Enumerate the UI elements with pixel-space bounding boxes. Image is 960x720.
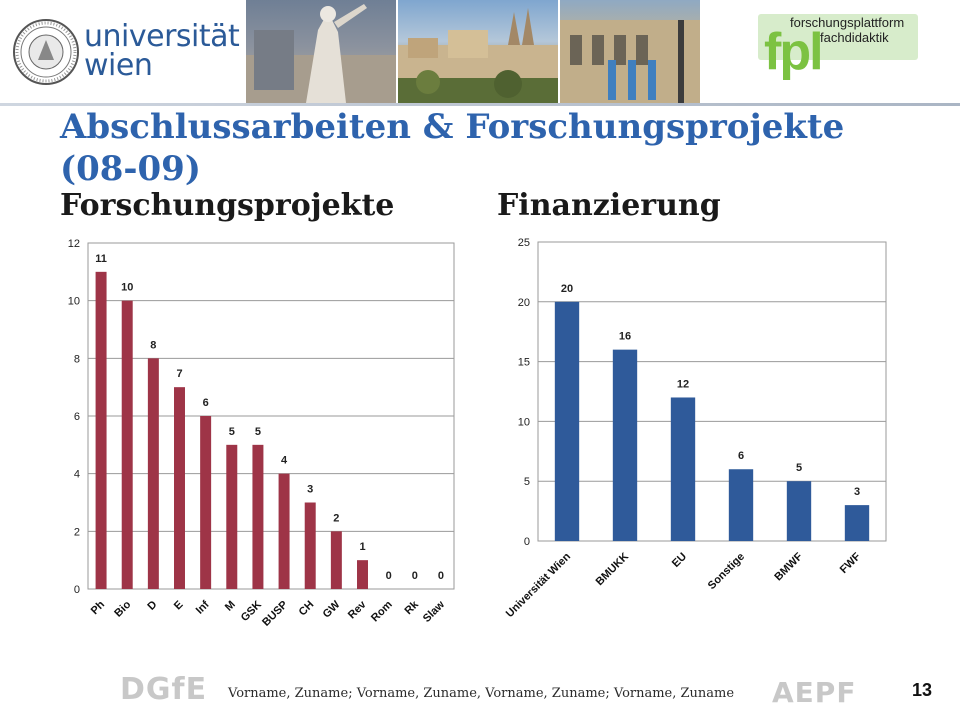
projects-data-label: 2	[333, 512, 339, 524]
projects-y-tick-label: 12	[68, 238, 80, 250]
university-building-photo	[560, 0, 700, 103]
projects-category-label: Slaw	[421, 598, 448, 625]
projects-y-tick-label: 6	[74, 411, 80, 423]
projects-category-label: GW	[321, 598, 343, 620]
funding-data-label: 12	[677, 378, 689, 390]
projects-category-label: Rk	[402, 598, 421, 617]
platform-logo-subtitle: fachdidaktik	[820, 30, 889, 45]
funding-bar	[670, 397, 696, 541]
research-projects-chart: 0 2 4 6 8 10 12 11 Ph 10 Bio 8 D 7 E 6 Inf 5 M 5 GSK 4 BUSP 3 CH…	[50, 230, 470, 640]
funding-chart-svg: 0 5 10 15 20 25 20 Universität Wien 16 BMUKK 12 EU 6…	[504, 237, 887, 620]
projects-data-label: 6	[203, 397, 209, 409]
projects-category-label: Ph	[89, 598, 108, 617]
platform-logo	[758, 14, 918, 84]
projects-y-tick-label: 10	[68, 296, 80, 308]
projects-bar	[226, 444, 238, 589]
projects-data-label: 8	[150, 339, 156, 351]
funding-y-tick-label: 25	[518, 237, 530, 249]
dgfe-logo: DGfE	[120, 672, 208, 707]
funding-y-tick-label: 0	[524, 536, 530, 548]
projects-category-label: M	[223, 599, 238, 614]
projects-bar	[147, 358, 159, 589]
projects-data-label: 4	[281, 455, 288, 467]
research-projects-chart-svg: 02468101211Ph10Bio8D7E6Inf5M5GSK4BUSP3CH…	[68, 238, 455, 629]
left-chart-heading: Forschungsprojekte	[60, 188, 395, 223]
projects-category-label: Rev	[346, 598, 369, 621]
funding-y-tick-label: 5	[524, 476, 530, 488]
projects-category-label: E	[172, 599, 186, 613]
funding-bar	[786, 481, 812, 541]
projects-category-label: Bio	[112, 598, 133, 619]
right-chart-heading: Finanzierung	[497, 188, 721, 223]
projects-bar	[174, 387, 185, 589]
projects-data-label: 5	[229, 426, 235, 438]
projects-bar	[330, 531, 342, 589]
funding-data-label: 6	[738, 450, 744, 462]
projects-y-tick-label: 4	[74, 469, 80, 481]
statue-photo	[246, 0, 396, 103]
projects-category-label: D	[145, 599, 159, 613]
projects-category-label: CH	[297, 599, 317, 619]
projects-data-label: 1	[359, 541, 365, 553]
page-number: 13	[912, 680, 933, 700]
university-seal-icon	[13, 19, 79, 85]
projects-bar	[252, 444, 264, 589]
projects-category-label: Rom	[369, 598, 395, 624]
footer-author-names: Vorname, Zuname; Vorname, Zuname, Vornam…	[228, 686, 735, 701]
funding-category-label: Sonstige	[706, 551, 747, 592]
university-name: universität wien	[84, 19, 240, 83]
projects-bar	[200, 416, 212, 589]
vienna-panorama-photo	[398, 0, 558, 103]
projects-bar	[95, 271, 107, 589]
funding-y-tick-label: 10	[518, 416, 530, 428]
funding-bar	[844, 505, 870, 541]
funding-bar	[554, 301, 580, 541]
projects-data-label: 3	[307, 484, 313, 496]
funding-bar	[728, 469, 754, 541]
projects-y-tick-label: 0	[74, 584, 80, 596]
aepf-logo: AEPF	[772, 676, 857, 709]
projects-data-label: 10	[121, 282, 133, 294]
funding-category-label: EU	[670, 551, 689, 570]
projects-y-tick-label: 8	[74, 353, 80, 365]
funding-plot-frame	[537, 241, 887, 542]
funding-category-label: BMUKK	[594, 551, 631, 588]
platform-logo-title: forschungsplattform	[790, 15, 905, 30]
projects-data-label: 7	[176, 368, 182, 380]
funding-bar	[612, 349, 638, 541]
projects-y-tick-label: 2	[74, 526, 80, 538]
projects-data-label: 0	[412, 570, 418, 582]
funding-y-tick-label: 15	[518, 357, 530, 369]
projects-category-label: Inf	[194, 598, 212, 616]
funding-data-label: 16	[619, 331, 631, 343]
slide-title: Abschlussarbeiten & Forschungsprojekte (…	[60, 107, 845, 189]
funding-chart: 0 5 10 15 20 25 20 Universität Wien 16 BMUKK 12 EU 6…	[500, 230, 900, 640]
funding-data-label: 20	[561, 283, 573, 295]
funding-category-label: Universität Wien	[504, 550, 574, 620]
funding-data-label: 3	[854, 486, 860, 498]
projects-bar	[121, 300, 133, 589]
projects-bar	[278, 473, 290, 589]
projects-data-label: 11	[95, 253, 107, 265]
platform-logo-mark: fpl	[764, 23, 824, 81]
projects-data-label: 0	[438, 570, 444, 582]
projects-data-label: 5	[255, 426, 261, 438]
funding-y-tick-label: 20	[518, 297, 530, 309]
funding-category-label: BMWF	[772, 550, 805, 583]
projects-bar	[357, 560, 368, 589]
university-logo: universität wien	[12, 18, 244, 90]
header-banner: universität wien	[0, 0, 960, 106]
projects-bar	[304, 502, 316, 589]
funding-data-label: 5	[796, 462, 802, 474]
header-divider	[0, 103, 960, 106]
projects-data-label: 0	[386, 570, 392, 582]
projects-category-label: BUSP	[260, 599, 290, 629]
funding-category-label: FWF	[838, 550, 864, 576]
